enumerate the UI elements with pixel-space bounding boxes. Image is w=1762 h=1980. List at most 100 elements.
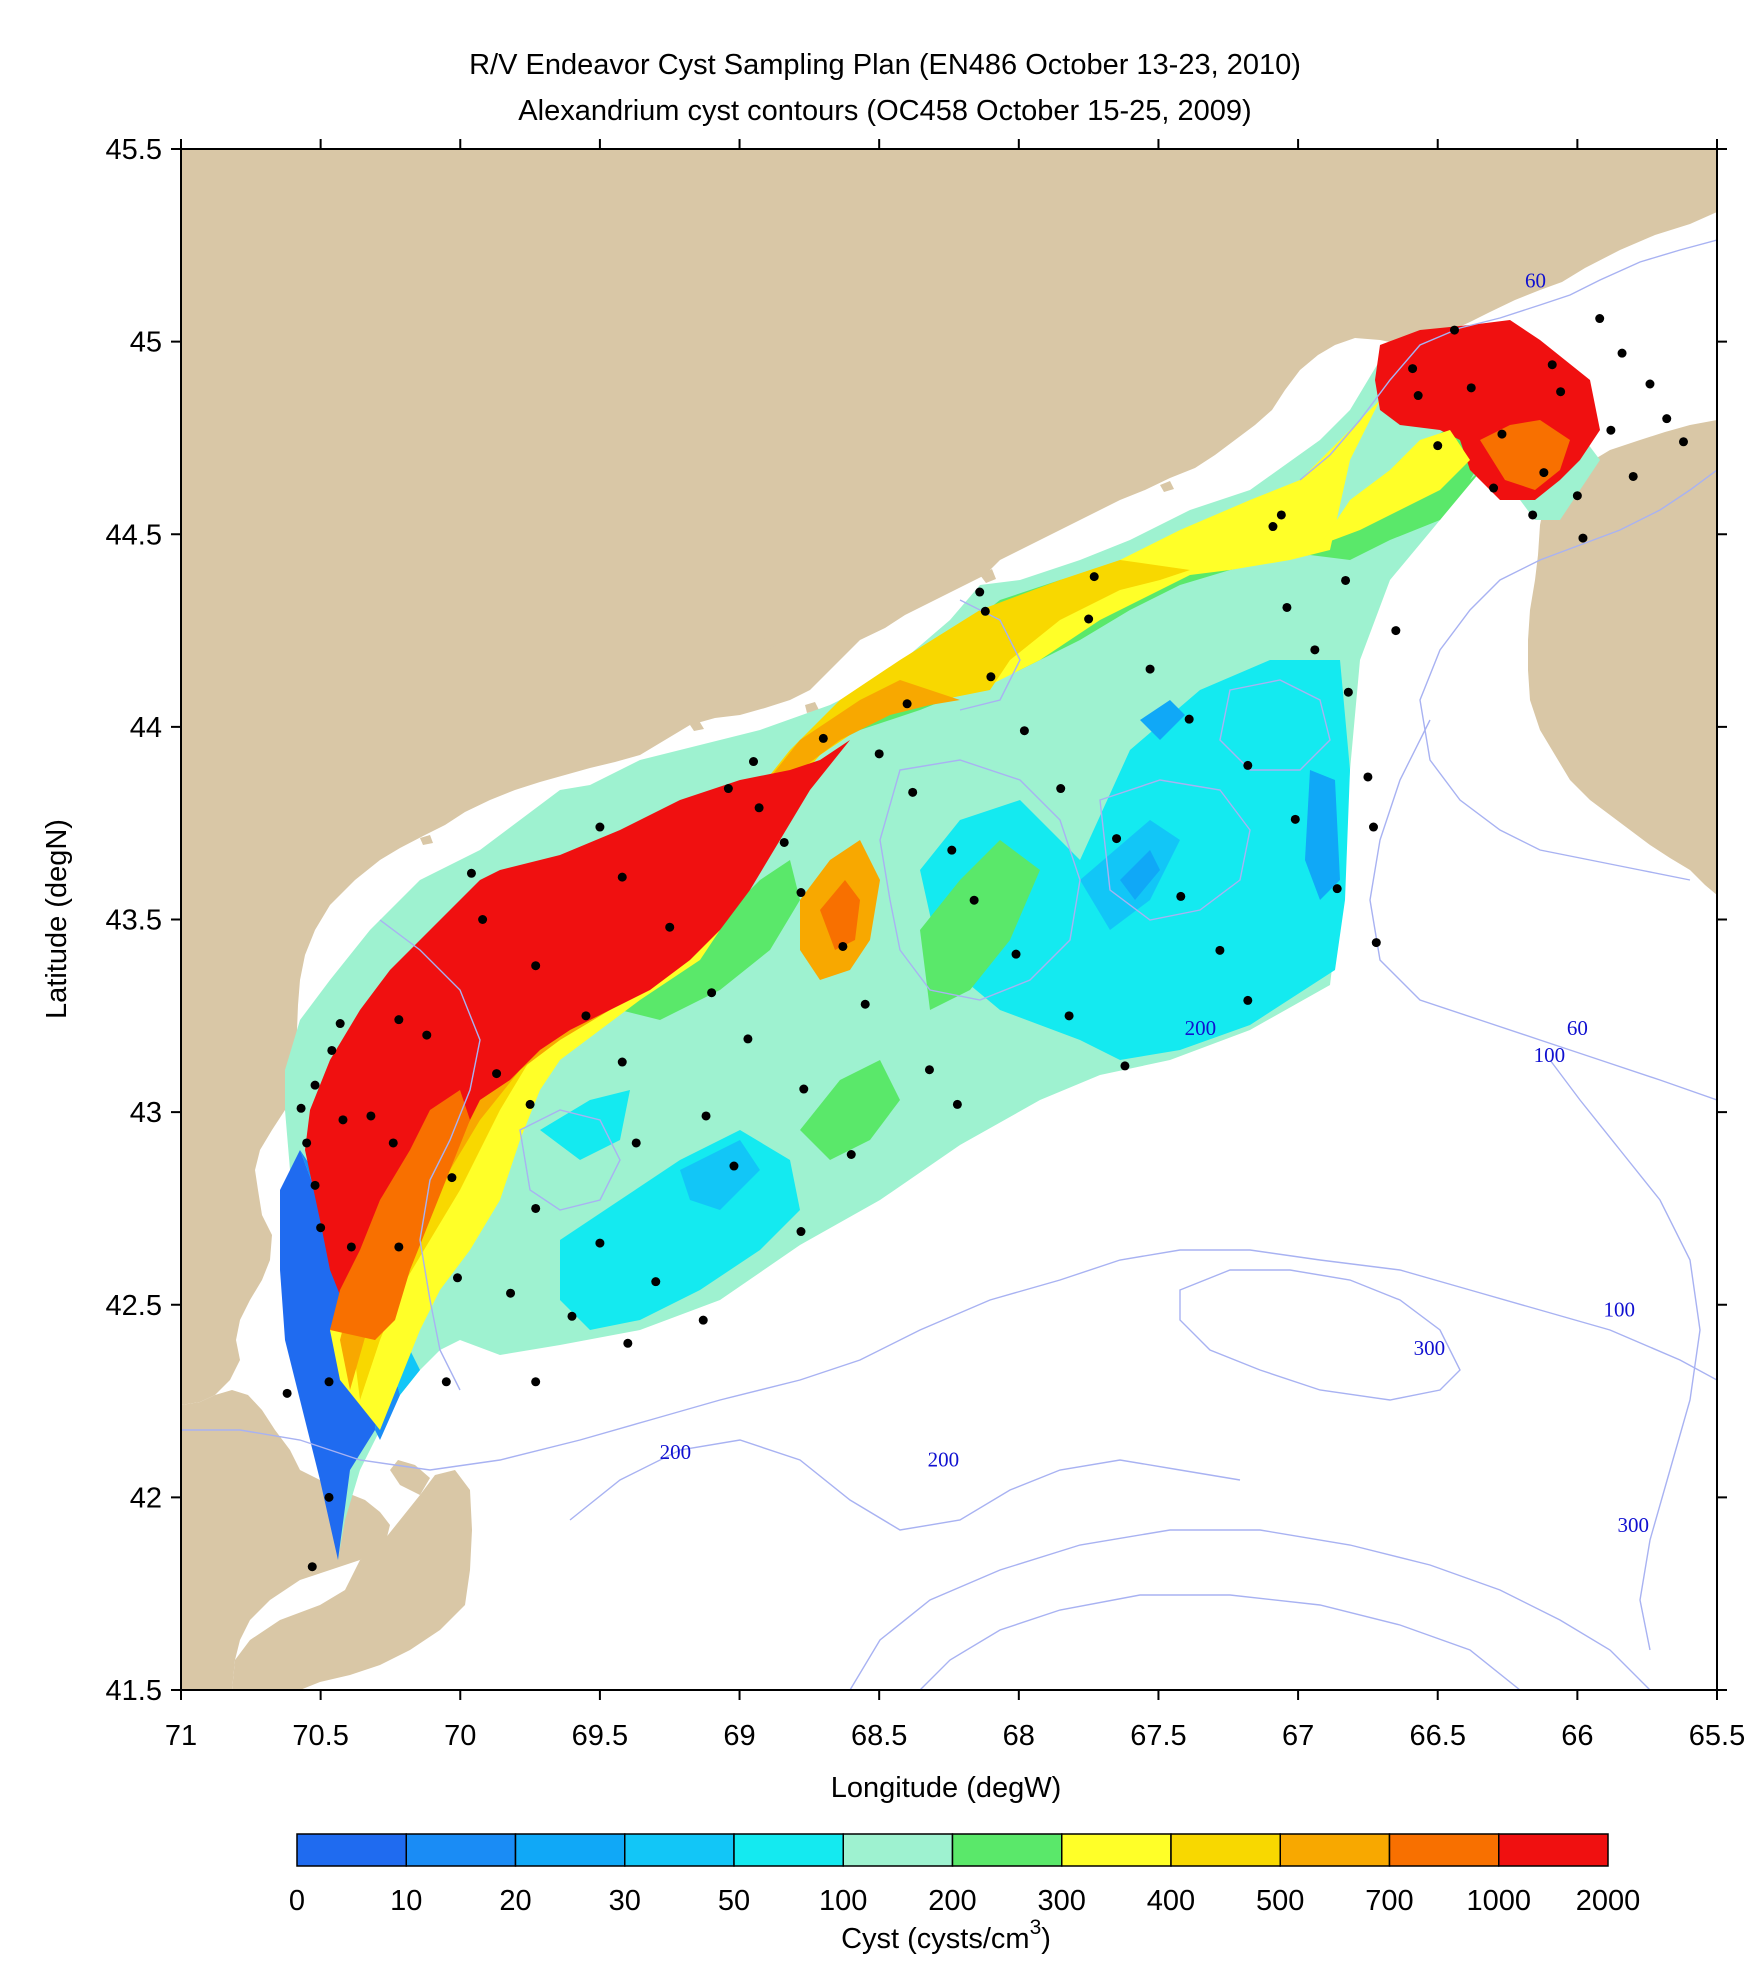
isobath-depth-label: 100 xyxy=(1534,1043,1566,1067)
station-dot xyxy=(980,606,990,616)
station-dot xyxy=(838,941,848,951)
isobath-depth-label: 200 xyxy=(928,1448,960,1472)
station-dot xyxy=(1391,626,1401,636)
station-dot xyxy=(1341,575,1351,585)
station-dot xyxy=(302,1138,312,1148)
x-tick-label: 67.5 xyxy=(1130,1720,1186,1752)
contour-band-30-50-d xyxy=(680,1140,760,1210)
station-dot xyxy=(1243,760,1253,770)
station-dot xyxy=(452,1273,462,1283)
station-dot xyxy=(316,1223,326,1233)
station-dot xyxy=(595,822,605,832)
station-dot xyxy=(617,872,627,882)
station-dot xyxy=(1578,533,1588,543)
colorbar-swatch xyxy=(1498,1833,1609,1867)
station-dot xyxy=(754,803,764,813)
contour-band-20-30 xyxy=(1120,850,1160,900)
station-dot xyxy=(723,784,733,794)
station-dot xyxy=(796,1227,806,1237)
station-dot xyxy=(581,1011,591,1021)
station-dot xyxy=(969,895,979,905)
station-dot xyxy=(698,1315,708,1325)
y-tick-label: 41.5 xyxy=(106,1675,162,1707)
colorbar-swatch xyxy=(1279,1833,1391,1867)
x-tick-label: 70.5 xyxy=(292,1720,348,1752)
y-tick-label: 42 xyxy=(130,1482,162,1514)
colorbar-swatch xyxy=(1388,1833,1500,1867)
station-dot xyxy=(947,845,957,855)
station-dot xyxy=(567,1311,577,1321)
contour-band-50-100-c xyxy=(540,1090,630,1160)
y-axis: 41.5 42 42.5 43 43.5 44 44.5 45 45.5 xyxy=(106,134,1727,1707)
land-south-shore xyxy=(181,1390,390,1690)
land-cape-cod-hook xyxy=(390,1460,430,1495)
colorbar-level-label: 10 xyxy=(390,1885,422,1917)
station-dot xyxy=(595,1238,605,1248)
station-dot xyxy=(310,1080,320,1090)
station-dot xyxy=(701,1111,711,1121)
station-dot xyxy=(1617,348,1627,358)
station-dot xyxy=(908,787,918,797)
isobath-depth-label: 300 xyxy=(1414,1336,1446,1360)
colorbar-level-label: 200 xyxy=(928,1885,976,1917)
colorbar-level-label: 20 xyxy=(499,1885,531,1917)
x-tick-label: 68.5 xyxy=(851,1720,907,1752)
station-dot xyxy=(1184,714,1194,724)
station-dot xyxy=(1547,360,1557,370)
contour-band-300-400 xyxy=(330,400,1380,1430)
contour-band-1000-2000 xyxy=(305,740,850,1340)
contour-band-700-1000-b xyxy=(820,880,860,950)
isobath-depth-label: 60 xyxy=(1567,1016,1588,1040)
colorbar-level-label: 100 xyxy=(819,1885,867,1917)
station-dot xyxy=(665,922,675,932)
landmass xyxy=(181,149,1717,1690)
colorbar-level-label: 0 xyxy=(289,1885,305,1917)
station-dot xyxy=(874,749,884,759)
station-dot xyxy=(296,1103,306,1113)
station-dot xyxy=(1276,510,1286,520)
station-dot xyxy=(902,699,912,709)
station-dot xyxy=(388,1138,398,1148)
station-dot xyxy=(324,1377,334,1387)
y-tick-label: 45 xyxy=(130,327,162,359)
x-tick-label: 68 xyxy=(1003,1720,1035,1752)
station-dot xyxy=(1176,891,1186,901)
station-dot xyxy=(1572,491,1582,501)
colorbar-label: Cyst (cysts/cm3) xyxy=(841,1916,1051,1955)
land-maine-coast xyxy=(181,149,1717,1405)
station-dot xyxy=(1363,772,1373,782)
station-dot xyxy=(1433,441,1443,451)
station-dot xyxy=(631,1138,641,1148)
colorbar-swatch xyxy=(296,1833,407,1867)
station-dot xyxy=(441,1377,451,1387)
y-tick-label: 45.5 xyxy=(106,134,162,166)
station-dot xyxy=(492,1069,502,1079)
x-tick-label: 66 xyxy=(1561,1720,1593,1752)
station-dot xyxy=(506,1288,516,1298)
station-dot xyxy=(346,1242,356,1252)
station-dot xyxy=(282,1388,292,1398)
station-dot xyxy=(952,1099,962,1109)
x-axis-label: Longitude (degW) xyxy=(831,1772,1062,1804)
x-tick-label: 67 xyxy=(1282,1720,1314,1752)
station-dot xyxy=(1678,437,1688,447)
y-axis-label: Latitude (degN) xyxy=(41,819,73,1019)
colorbar-level-label: 2000 xyxy=(1576,1885,1641,1917)
map-subtitle: Alexandrium cyst contours (OC458 October… xyxy=(518,95,1251,127)
station-dot xyxy=(394,1242,404,1252)
colorbar: 0 10 20 30 50 100 200 300 400 500 700 1000 2000 xyxy=(289,1833,1641,1917)
colorbar-level-label: 700 xyxy=(1365,1885,1413,1917)
land-cape-cod xyxy=(232,1470,472,1690)
station-dot xyxy=(729,1161,739,1171)
station-dot xyxy=(1019,726,1029,736)
contour-band-30-50-b xyxy=(1305,770,1340,900)
land-nova-scotia xyxy=(1528,420,1717,895)
station-dot xyxy=(1089,572,1099,582)
map-title: R/V Endeavor Cyst Sampling Plan (EN486 O… xyxy=(469,49,1301,81)
y-tick-label: 42.5 xyxy=(106,1290,162,1322)
contour-band-200-300-c xyxy=(920,840,1040,1010)
station-dot xyxy=(531,1377,541,1387)
station-dot xyxy=(1282,602,1292,612)
